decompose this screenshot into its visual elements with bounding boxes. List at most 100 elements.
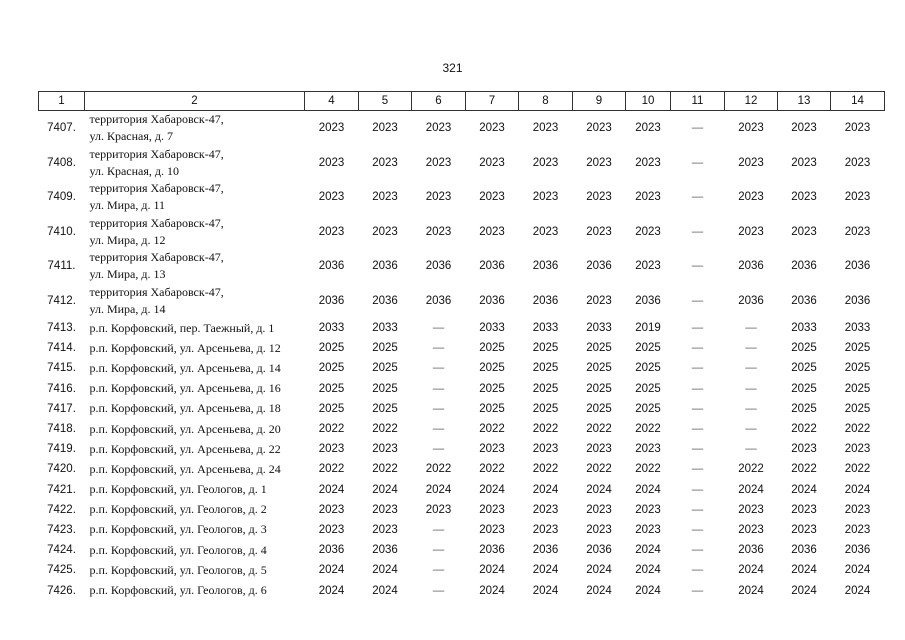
table-row: 7407. территория Хабаровск-47, ул. Красна… [39,111,885,146]
address-cell: территория Хабаровск-47, ул. Красная, д.… [89,112,224,144]
year-cell: 2025 [586,382,612,395]
year-cell: 2024 [586,564,612,577]
year-cell: 2022 [318,463,345,476]
year-cell: 2024 [532,483,559,496]
row-number: 7421. [47,483,76,496]
year-cell: 2025 [372,402,398,415]
year-cell: 2023 [586,523,612,536]
year-cell: 2023 [791,156,817,169]
year-cell: — [432,402,445,415]
year-cell: — [691,122,704,135]
year-cell: 2019 [635,322,661,335]
year-cell: 2023 [738,122,764,135]
year-cell: 2036 [479,260,505,273]
year-cell: 2036 [791,294,817,307]
address-cell: р.п. Корфовский, ул. Арсеньева, д. 12 [89,340,281,355]
row-number: 7417. [47,402,76,415]
year-cell: 2023 [318,156,345,169]
year-cell: 2036 [738,544,764,557]
address-cell: территория Хабаровск-47, ул. Мира, д. 14 [89,284,224,316]
year-cell: 2025 [635,402,661,415]
year-cell: 2023 [479,122,505,135]
year-cell: 2024 [318,564,345,577]
year-cell: — [745,423,757,436]
year-cell: 2025 [479,382,505,395]
year-cell: — [432,544,445,557]
year-cell: 2025 [844,362,871,375]
year-cell: 2036 [586,544,612,557]
year-cell: 2025 [844,402,871,415]
year-cell: 2025 [844,342,871,355]
address-cell: р.п. Корфовский, ул. Геологов, д. 6 [89,583,267,598]
year-cell: — [745,362,757,375]
year-cell: 2024 [738,584,764,597]
table-row: 7416. р.п. Корфовский, ул. Арсеньева, д. … [39,379,885,399]
year-cell: 2023 [635,503,661,516]
address-cell: р.п. Корфовский, пер. Таежный, д. 1 [89,320,275,335]
address-cell: территория Хабаровск-47, ул. Мира, д. 11 [89,181,224,213]
header-cell: 14 [830,91,885,111]
year-cell: — [432,584,445,597]
year-cell: 2023 [635,523,661,536]
year-cell: 2023 [635,191,661,204]
row-number: 7418. [47,423,76,436]
year-cell: 2023 [479,443,505,456]
year-cell: 2036 [586,260,612,273]
year-cell: 2023 [532,191,559,204]
year-cell: 2024 [844,564,871,577]
address-cell: р.п. Корфовский, ул. Геологов, д. 2 [89,502,267,517]
year-cell: 2025 [318,382,345,395]
year-cell: — [691,342,704,355]
year-cell: 2024 [479,584,505,597]
year-cell: 2024 [844,584,871,597]
year-cell: 2023 [844,523,871,536]
year-cell: — [691,156,704,169]
table-row: 7409. территория Хабаровск-47, ул. Мира, … [39,180,885,215]
row-number: 7424. [47,544,76,557]
year-cell: 2023 [791,443,817,456]
year-cell: 2023 [479,191,505,204]
year-cell: — [432,443,445,456]
year-cell: 2025 [791,342,817,355]
year-cell: 2023 [532,443,559,456]
year-cell: 2023 [532,225,559,238]
year-cell: — [745,382,757,395]
year-cell: 2022 [586,423,612,436]
year-cell: 2036 [318,294,345,307]
year-cell: 2023 [318,225,345,238]
year-cell: 2024 [372,564,398,577]
year-cell: 2022 [791,423,817,436]
year-cell: 2023 [318,523,345,536]
row-number: 7423. [47,523,76,536]
table-body: 7407. территория Хабаровск-47, ул. Красна… [39,111,885,601]
year-cell: 2023 [372,523,398,536]
year-cell: — [691,382,704,395]
year-cell: — [691,483,704,496]
year-cell: 2025 [635,362,661,375]
table-row: 7425. р.п. Корфовский, ул. Геологов, д. 5… [39,560,885,580]
year-cell: 2036 [425,260,452,273]
table-row: 7408. территория Хабаровск-47, ул. Красна… [39,146,885,181]
year-cell: 2036 [738,260,764,273]
year-cell: 2025 [586,342,612,355]
address-cell: р.п. Корфовский, ул. Геологов, д. 3 [89,522,267,537]
year-cell: 2022 [844,463,871,476]
header-cell: 2 [84,91,305,111]
year-cell: 2023 [425,156,452,169]
year-cell: 2022 [532,423,559,436]
year-cell: 2025 [635,342,661,355]
year-cell: — [691,225,704,238]
year-cell: 2023 [425,225,452,238]
year-cell: 2023 [844,122,871,135]
header-cell: 9 [572,91,626,111]
year-cell: 2023 [532,156,559,169]
year-cell: — [691,362,704,375]
year-cell: 2036 [479,294,505,307]
year-cell: 2024 [635,564,661,577]
year-cell: 2036 [844,260,871,273]
year-cell: 2025 [479,362,505,375]
year-cell: 2024 [738,483,764,496]
row-number: 7419. [47,443,76,456]
row-number: 7426. [47,584,76,597]
year-cell: 2023 [586,294,612,307]
